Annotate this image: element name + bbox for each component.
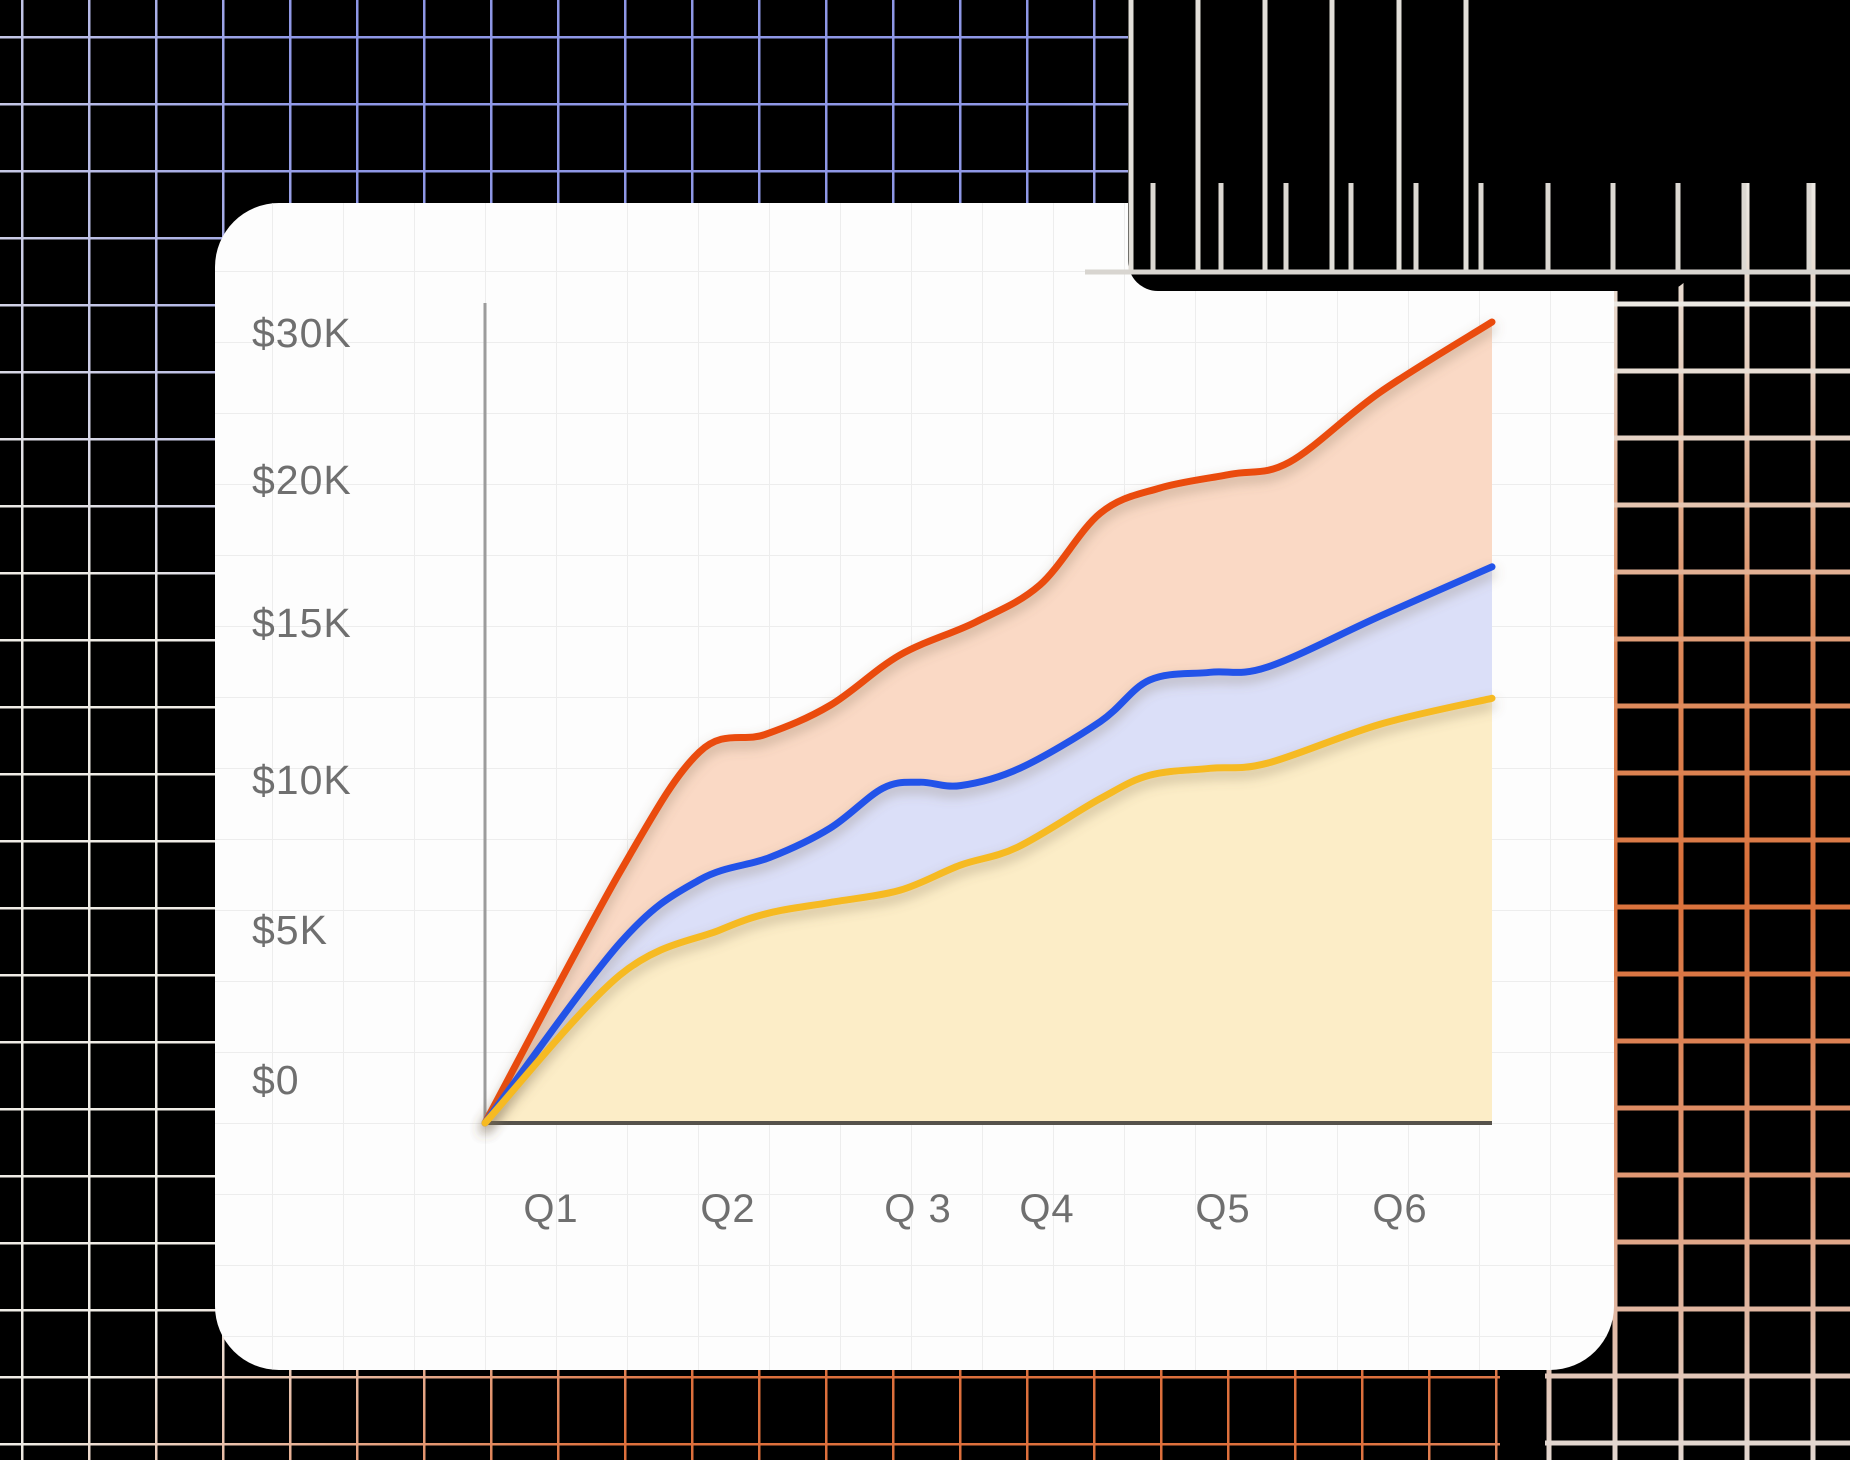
x-tick-label: Q 3 [884,1187,951,1231]
bottom-yellow-line [481,694,1496,1127]
chart-card: $30K $20K $15K $10K $5K $0 Q1 Q2 Q 3 Q4 Q5 Q6 [215,203,1614,1370]
x-tick-label: Q4 [1019,1187,1074,1231]
area-chart: $30K $20K $15K $10K $5K $0 Q1 Q2 Q 3 Q4 Q5 Q6 [215,203,1614,1370]
y-tick-label: $5K [252,907,328,953]
top-right-notch [1128,0,1693,291]
x-tick-label: Q5 [1195,1187,1250,1231]
y-tick-label: $30K [252,310,352,356]
middle-blue-line [481,563,1496,1127]
bottom-yellow-area [485,698,1492,1123]
x-tick-label: Q6 [1372,1187,1427,1231]
y-tick-label: $20K [252,457,352,503]
y-tick-label: $0 [252,1057,300,1103]
x-tick-label: Q1 [523,1187,578,1231]
y-tick-label: $15K [252,600,352,646]
y-tick-label: $10K [252,757,352,803]
x-tick-label: Q2 [700,1187,755,1231]
top-orange-line [481,318,1496,1127]
